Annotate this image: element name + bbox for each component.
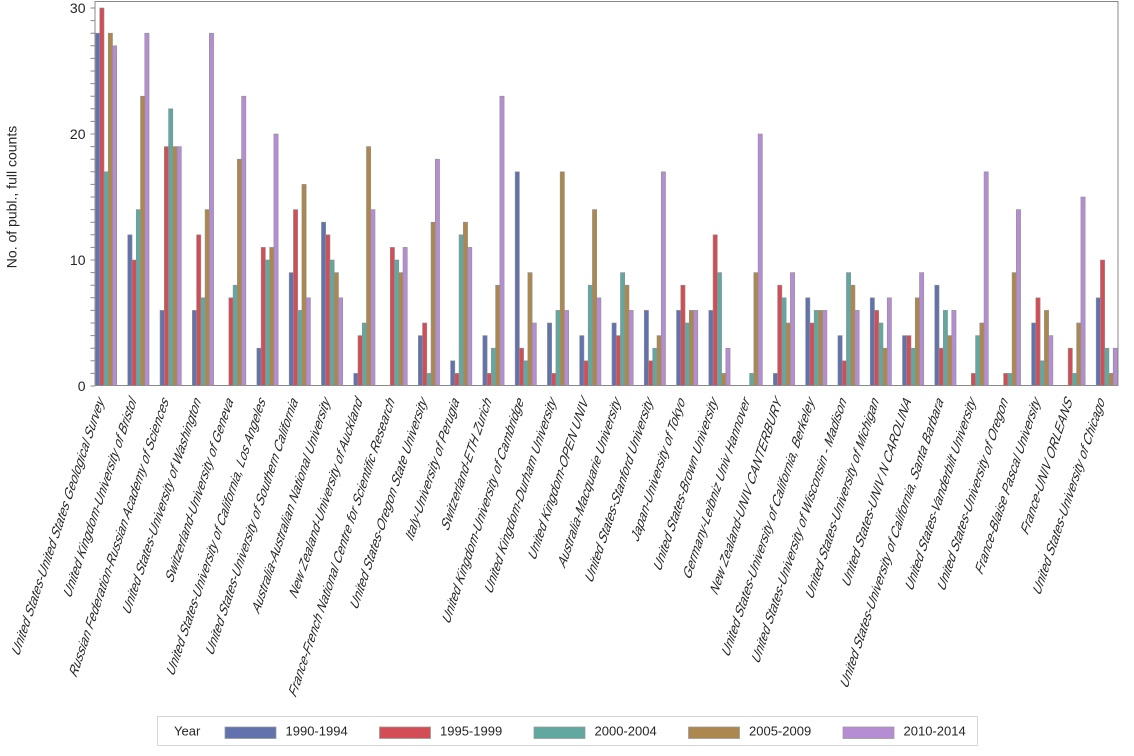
svg-text:2010-2014: 2010-2014 — [904, 724, 966, 739]
svg-text:30: 30 — [70, 0, 86, 16]
svg-text:10: 10 — [70, 252, 86, 268]
svg-text:2005-2009: 2005-2009 — [749, 724, 811, 739]
svg-text:1990-1994: 1990-1994 — [286, 724, 348, 739]
svg-text:20: 20 — [70, 126, 86, 142]
svg-text:Year: Year — [174, 724, 201, 739]
svg-text:2000-2004: 2000-2004 — [595, 724, 657, 739]
svg-text:No. of publ., full counts: No. of publ., full counts — [4, 126, 20, 268]
svg-text:1995-1999: 1995-1999 — [440, 724, 502, 739]
svg-text:0: 0 — [78, 378, 86, 394]
